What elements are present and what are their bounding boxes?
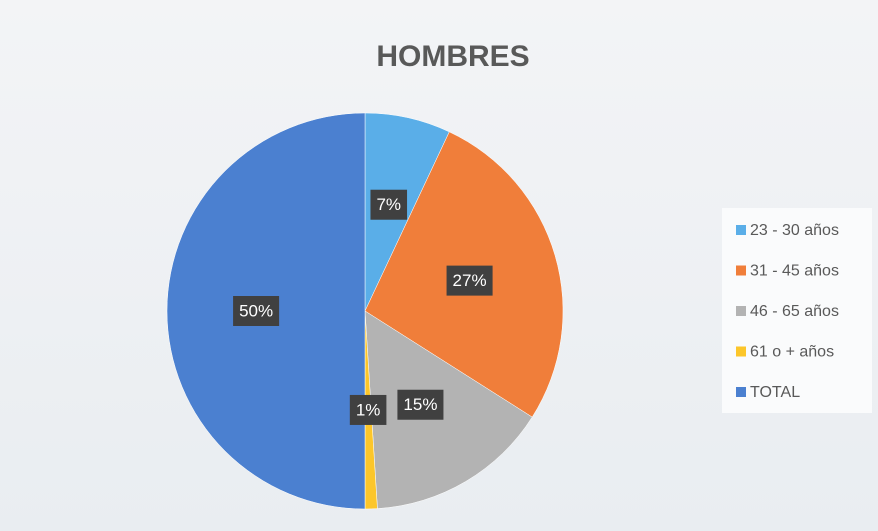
data-label: 50% [239, 301, 273, 320]
legend-label: TOTAL [750, 384, 800, 401]
data-label: 1% [356, 400, 381, 419]
chart-title: HOMBRES [376, 40, 529, 73]
data-label-box [233, 296, 280, 326]
legend-swatch [736, 225, 746, 235]
legend-label: 61 o + años [750, 344, 834, 361]
data-label-box [370, 189, 408, 220]
legend-swatch [736, 265, 746, 276]
legend-swatch [736, 306, 746, 316]
pie-slice [364, 310, 533, 509]
data-label-box [446, 265, 493, 296]
data-label-box [397, 389, 444, 420]
data-label-box [349, 394, 387, 425]
legend-box [722, 208, 872, 413]
legend-label: 46 - 65 años [750, 303, 839, 320]
legend-swatch [736, 387, 746, 397]
data-label: 7% [376, 195, 401, 214]
legend-label: 31 - 45 años [750, 263, 839, 280]
legend-label: 23 - 30 años [750, 222, 839, 239]
data-label: 27% [453, 271, 487, 290]
legend-swatch [736, 346, 746, 357]
data-label: 15% [403, 395, 437, 414]
